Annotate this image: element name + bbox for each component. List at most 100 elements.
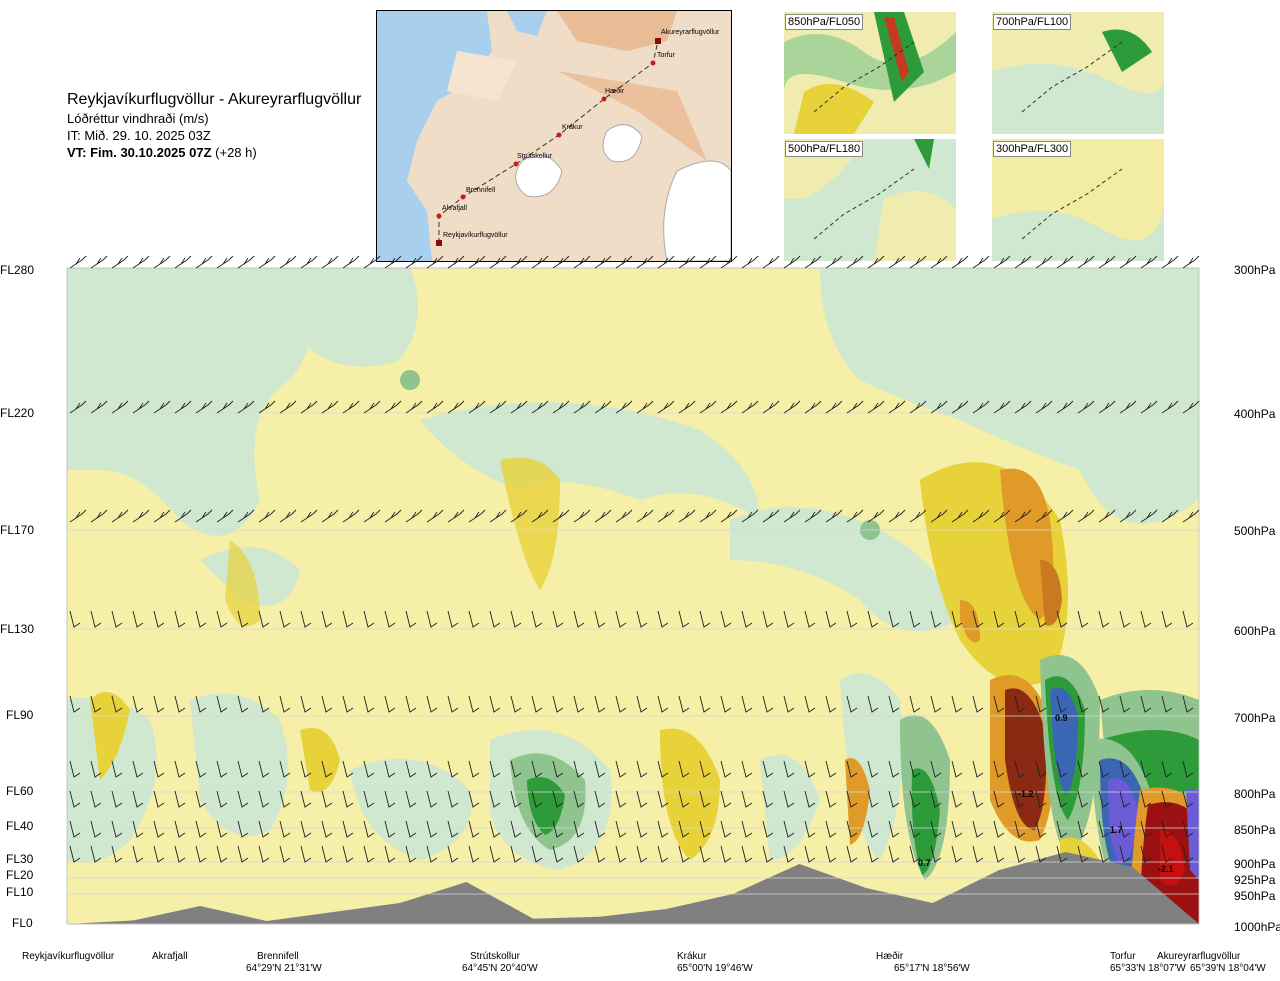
wind-barb — [363, 845, 375, 863]
wind-barb — [1014, 509, 1032, 523]
wind-barb — [1056, 790, 1068, 808]
wind-barb — [132, 400, 150, 414]
thumbnail-500[interactable]: 500hPa/FL180 — [784, 139, 956, 261]
wind-barb — [1161, 695, 1173, 713]
wind-barb — [573, 760, 585, 778]
wind-barb — [1014, 760, 1026, 778]
wind-barb — [69, 400, 87, 414]
wind-barb — [69, 509, 87, 523]
wind-barb — [1140, 695, 1152, 713]
wind-barb — [447, 400, 465, 414]
thumbnail-700[interactable]: 700hPa/FL100 — [992, 12, 1164, 134]
wind-barb — [132, 820, 144, 838]
wind-barb — [825, 845, 837, 863]
wind-barb — [300, 509, 318, 523]
wind-barb — [510, 845, 522, 863]
wind-barb — [993, 760, 1005, 778]
wind-barb — [258, 509, 276, 523]
wind-barb — [762, 790, 774, 808]
wind-barb — [888, 820, 900, 838]
wind-barb — [888, 610, 900, 628]
wind-barb — [615, 790, 627, 808]
wind-barb — [1119, 400, 1137, 414]
wind-barb — [90, 790, 102, 808]
wind-barb — [363, 509, 381, 523]
wind-barb — [888, 845, 900, 863]
wind-barb — [741, 790, 753, 808]
wind-barb — [741, 820, 753, 838]
fl-label: FL60 — [6, 784, 34, 798]
wind-barb — [300, 845, 312, 863]
wind-barb — [825, 610, 837, 628]
thumbnail-850[interactable]: 850hPa/FL050 — [784, 12, 956, 134]
wind-barb — [972, 845, 984, 863]
wind-barb — [1035, 695, 1047, 713]
wind-barb — [111, 760, 123, 778]
wind-barb — [615, 760, 627, 778]
wind-barb — [132, 255, 150, 269]
valid-time-offset: (+28 h) — [215, 145, 257, 160]
wind-barb — [153, 760, 165, 778]
wind-barb — [489, 255, 507, 269]
wind-barb — [720, 255, 738, 269]
fl-label: FL30 — [6, 852, 34, 866]
wind-barb — [342, 695, 354, 713]
wind-barb — [993, 845, 1005, 863]
wind-barb — [489, 760, 501, 778]
map-label-krakur: Krákur — [562, 124, 583, 131]
location-coord: 65°39'N 18°04'W — [1190, 963, 1266, 974]
wind-barb — [111, 509, 129, 523]
wind-barb — [1098, 695, 1110, 713]
wind-barb — [1119, 695, 1131, 713]
map-label-reykjavik: Reykjavíkurflugvöllur — [443, 232, 508, 239]
valid-time-bold: VT: Fim. 30.10.2025 07Z — [67, 145, 212, 160]
thumbnail-300[interactable]: 300hPa/FL300 — [992, 139, 1164, 261]
wind-barb — [825, 820, 837, 838]
wind-barb — [867, 695, 879, 713]
wind-barb — [1161, 255, 1179, 269]
cross-section-chart: 0.9 -1.2 1.7 0.7 -2.1 — [66, 255, 1200, 925]
wind-barb — [1098, 760, 1110, 778]
wind-barb — [951, 820, 963, 838]
wind-barb — [321, 845, 333, 863]
wind-barb — [699, 845, 711, 863]
wind-barb — [279, 820, 291, 838]
wind-barb — [384, 400, 402, 414]
wind-barb — [1077, 760, 1089, 778]
wind-barb — [216, 610, 228, 628]
wind-barb — [237, 790, 249, 808]
wind-barb — [909, 610, 921, 628]
wind-barb — [657, 790, 669, 808]
wind-barb — [678, 820, 690, 838]
wind-barb — [1098, 610, 1110, 628]
wind-barb — [300, 820, 312, 838]
wind-barb — [258, 610, 270, 628]
wind-barb — [216, 695, 228, 713]
wind-barb — [972, 509, 990, 523]
wind-barb — [1014, 695, 1026, 713]
wind-barb — [237, 820, 249, 838]
wind-barb — [1119, 255, 1137, 269]
wind-barb — [447, 695, 459, 713]
wind-barb — [300, 400, 318, 414]
wind-barb — [342, 400, 360, 414]
thumbnail-500-label: 500hPa/FL180 — [785, 141, 864, 157]
wind-barb — [741, 400, 759, 414]
fl-label: FL90 — [6, 708, 34, 722]
map-label-haedir: Hæðir — [605, 88, 625, 95]
wind-barb — [636, 845, 648, 863]
wind-barb — [363, 760, 375, 778]
wind-barb — [1014, 790, 1026, 808]
wind-barb — [237, 695, 249, 713]
wind-barb — [489, 610, 501, 628]
wind-barb — [783, 845, 795, 863]
wind-barb — [804, 695, 816, 713]
location-label: Krákur 65°00'N 19°46'W — [677, 951, 753, 974]
wind-barb — [678, 400, 696, 414]
wind-barb — [489, 695, 501, 713]
wind-barb — [216, 820, 228, 838]
wind-barb — [447, 610, 459, 628]
wind-barb — [594, 790, 606, 808]
wind-barb — [426, 400, 444, 414]
wind-barb — [552, 790, 564, 808]
